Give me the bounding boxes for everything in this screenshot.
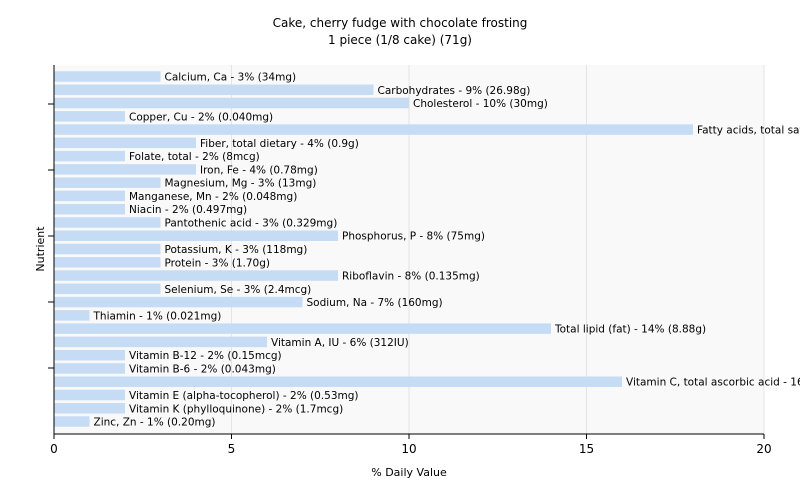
bar: [54, 310, 90, 321]
y-axis-label: Nutrient: [34, 226, 47, 272]
bar-data-label: Vitamin C, total ascorbic acid - 16% (9.…: [626, 377, 800, 389]
chart-subtitle: 1 piece (1/8 cake) (71g): [328, 33, 472, 47]
bar-data-label: Total lipid (fat) - 14% (8.88g): [554, 324, 706, 336]
bar-data-label: Calcium, Ca - 3% (34mg): [165, 72, 297, 84]
bar: [54, 403, 125, 414]
bar: [54, 191, 125, 202]
bar: [54, 284, 161, 295]
bar-data-label: Potassium, K - 3% (118mg): [165, 244, 308, 256]
bar-data-label: Carbohydrates - 9% (26.98g): [378, 85, 531, 97]
bar: [54, 323, 551, 334]
bar: [54, 111, 125, 122]
bar: [54, 177, 161, 188]
bar-data-label: Fatty acids, total saturated - 18% (3.59…: [697, 125, 800, 137]
bar: [54, 297, 303, 308]
bar: [54, 350, 125, 361]
bar-data-label: Thiamin - 1% (0.021mg): [93, 310, 222, 322]
bar-data-label: Riboflavin - 8% (0.135mg): [342, 271, 480, 283]
bar-data-label: Magnesium, Mg - 3% (13mg): [165, 178, 317, 190]
x-tick-label: 15: [579, 442, 594, 456]
bar-data-label: Phosphorus, P - 8% (75mg): [342, 231, 485, 243]
bar-data-label: Pantothenic acid - 3% (0.329mg): [165, 217, 338, 229]
bar: [54, 85, 374, 96]
bar: [54, 337, 267, 348]
bar-data-label: Folate, total - 2% (8mcg): [129, 151, 260, 163]
bar-data-label: Copper, Cu - 2% (0.040mg): [129, 111, 273, 123]
bar-data-label: Sodium, Na - 7% (160mg): [307, 297, 443, 309]
bar: [54, 204, 125, 215]
x-tick-label: 10: [401, 442, 416, 456]
x-tick-label: 20: [756, 442, 771, 456]
x-tick-label: 0: [50, 442, 58, 456]
bar-data-label: Vitamin E (alpha-tocopherol) - 2% (0.53m…: [129, 390, 359, 402]
bar-data-label: Fiber, total dietary - 4% (0.9g): [200, 138, 359, 150]
x-axis-label: % Daily Value: [371, 466, 447, 479]
bar: [54, 138, 196, 149]
bar-data-label: Iron, Fe - 4% (0.78mg): [200, 164, 318, 176]
bar: [54, 363, 125, 374]
bar: [54, 244, 161, 255]
bar: [54, 124, 693, 135]
bar-data-label: Niacin - 2% (0.497mg): [129, 204, 247, 216]
bar-data-label: Cholesterol - 10% (30mg): [413, 98, 548, 110]
bar-data-label: Vitamin K (phylloquinone) - 2% (1.7mcg): [129, 403, 343, 415]
bar-data-label: Selenium, Se - 3% (2.4mcg): [165, 284, 312, 296]
bar: [54, 416, 90, 427]
bar: [54, 257, 161, 268]
x-tick-label: 5: [228, 442, 236, 456]
bar: [54, 151, 125, 162]
bar: [54, 376, 622, 387]
bar-data-label: Vitamin A, IU - 6% (312IU): [271, 337, 409, 349]
bar-data-label: Vitamin B-6 - 2% (0.043mg): [129, 363, 276, 375]
bar-data-label: Manganese, Mn - 2% (0.048mg): [129, 191, 297, 203]
bar: [54, 217, 161, 228]
bar: [54, 230, 338, 241]
bar: [54, 164, 196, 175]
chart-title: Cake, cherry fudge with chocolate frosti…: [273, 16, 528, 30]
bar-data-label: Vitamin B-12 - 2% (0.15mcg): [129, 350, 282, 362]
bar: [54, 71, 161, 82]
bar-data-label: Zinc, Zn - 1% (0.20mg): [94, 417, 216, 429]
bar: [54, 270, 338, 281]
bar-data-label: Protein - 3% (1.70g): [165, 257, 271, 269]
bar: [54, 98, 409, 109]
bar: [54, 390, 125, 401]
